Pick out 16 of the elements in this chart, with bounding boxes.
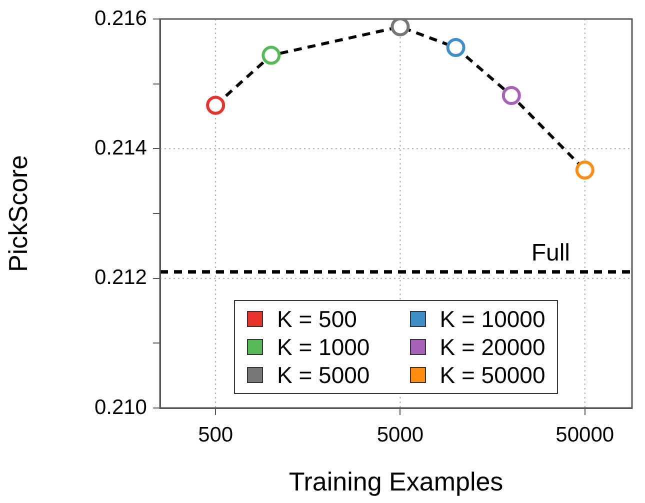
legend-label: K = 5000 bbox=[277, 361, 370, 389]
legend-label: K = 20000 bbox=[440, 333, 546, 361]
x-tick-label: 50000 bbox=[556, 423, 614, 446]
x-tick-label: 500 bbox=[198, 423, 234, 446]
legend-label: K = 500 bbox=[277, 305, 357, 333]
legend-label: K = 10000 bbox=[440, 305, 546, 333]
x-tick-label: 5000 bbox=[376, 423, 424, 446]
x-axis-title: Training Examples bbox=[288, 466, 504, 497]
y-tick-label: 0.210 bbox=[94, 396, 147, 419]
y-tick-label: 0.214 bbox=[94, 136, 148, 160]
y-tick-label: 0.212 bbox=[94, 266, 147, 290]
y-tick-label: 0.216 bbox=[94, 6, 147, 30]
y-axis-title: PickScore bbox=[2, 154, 33, 272]
ref-line-label: Full bbox=[531, 239, 570, 266]
legend-label: K = 50000 bbox=[440, 361, 546, 389]
legend-label: K = 1000 bbox=[277, 333, 370, 361]
